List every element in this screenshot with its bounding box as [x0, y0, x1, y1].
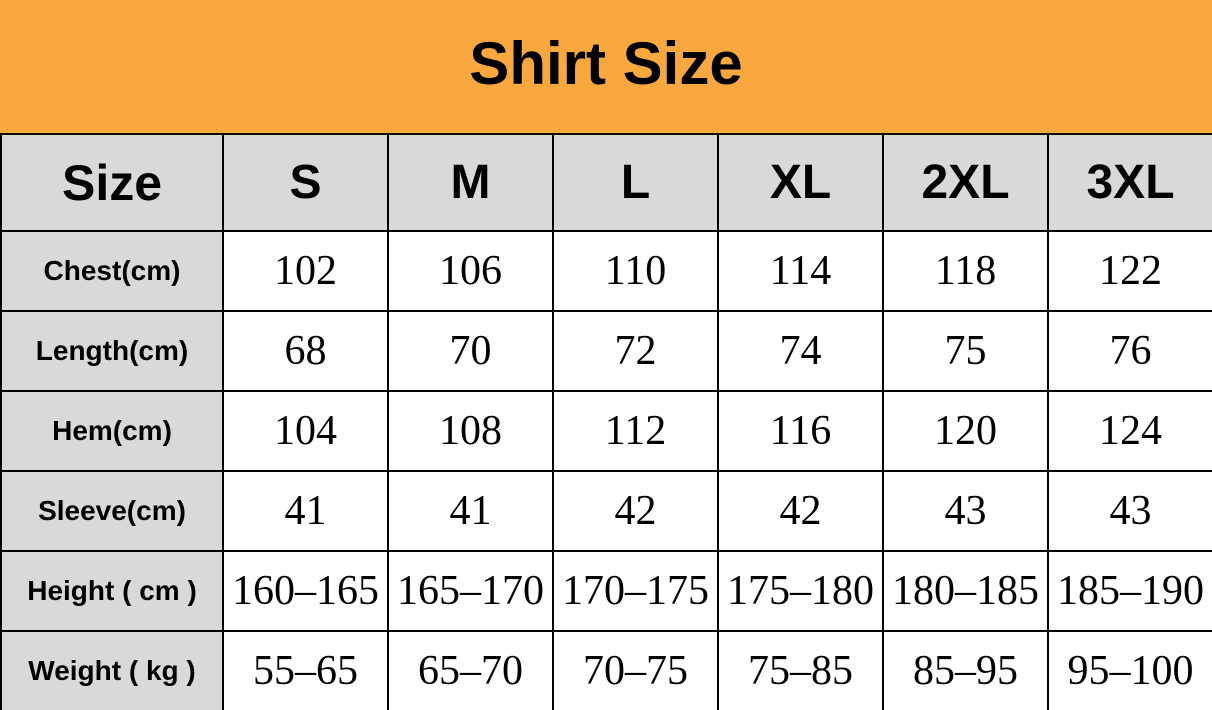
table-cell: 95–100 [1047, 630, 1212, 710]
table-cell: 70 [387, 310, 554, 392]
table-row: Hem(cm) 104 108 112 116 120 124 [0, 390, 1212, 472]
table-cell: 180–185 [882, 550, 1049, 632]
row-label: Height ( cm ) [0, 550, 224, 632]
table-cell: 41 [222, 470, 389, 552]
table-cell: 118 [882, 230, 1049, 312]
row-label: Weight ( kg ) [0, 630, 224, 710]
table-cell: 116 [717, 390, 884, 472]
table-cell: 70–75 [552, 630, 719, 710]
table-cell: 122 [1047, 230, 1212, 312]
column-header: S [222, 133, 389, 232]
table-cell: 42 [717, 470, 884, 552]
table-cell: 41 [387, 470, 554, 552]
table-cell: 43 [1047, 470, 1212, 552]
row-label: Chest(cm) [0, 230, 224, 312]
table-cell: 170–175 [552, 550, 719, 632]
table-cell: 112 [552, 390, 719, 472]
table-cell: 120 [882, 390, 1049, 472]
table-cell: 114 [717, 230, 884, 312]
column-header: M [387, 133, 554, 232]
table-cell: 75 [882, 310, 1049, 392]
row-label: Length(cm) [0, 310, 224, 392]
table-cell: 165–170 [387, 550, 554, 632]
row-label: Sleeve(cm) [0, 470, 224, 552]
table-cell: 102 [222, 230, 389, 312]
row-label: Hem(cm) [0, 390, 224, 472]
table-cell: 104 [222, 390, 389, 472]
table-cell: 65–70 [387, 630, 554, 710]
table-row: Sleeve(cm) 41 41 42 42 43 43 [0, 470, 1212, 552]
table-header-row: Size S M L XL 2XL 3XL [0, 133, 1212, 232]
column-header: 3XL [1047, 133, 1212, 232]
corner-header-size: Size [0, 133, 224, 232]
table-cell: 72 [552, 310, 719, 392]
table-cell: 110 [552, 230, 719, 312]
table-cell: 160–165 [222, 550, 389, 632]
column-header: 2XL [882, 133, 1049, 232]
table-row: Height ( cm ) 160–165 165–170 170–175 17… [0, 550, 1212, 632]
table-cell: 175–180 [717, 550, 884, 632]
table-row: Length(cm) 68 70 72 74 75 76 [0, 310, 1212, 392]
page-title: Shirt Size [469, 29, 743, 97]
table-cell: 85–95 [882, 630, 1049, 710]
table-cell: 108 [387, 390, 554, 472]
table-cell: 185–190 [1047, 550, 1212, 632]
table-row: Chest(cm) 102 106 110 114 118 122 [0, 230, 1212, 312]
table-cell: 106 [387, 230, 554, 312]
title-banner: Shirt Size [0, 0, 1212, 133]
column-header: XL [717, 133, 884, 232]
table-cell: 55–65 [222, 630, 389, 710]
table-cell: 42 [552, 470, 719, 552]
table-cell: 76 [1047, 310, 1212, 392]
size-chart-table: Size S M L XL 2XL 3XL Chest(cm) 102 106 … [0, 133, 1212, 710]
table-cell: 75–85 [717, 630, 884, 710]
table-cell: 43 [882, 470, 1049, 552]
table-cell: 74 [717, 310, 884, 392]
column-header: L [552, 133, 719, 232]
table-row: Weight ( kg ) 55–65 65–70 70–75 75–85 85… [0, 630, 1212, 710]
table-cell: 124 [1047, 390, 1212, 472]
table-cell: 68 [222, 310, 389, 392]
